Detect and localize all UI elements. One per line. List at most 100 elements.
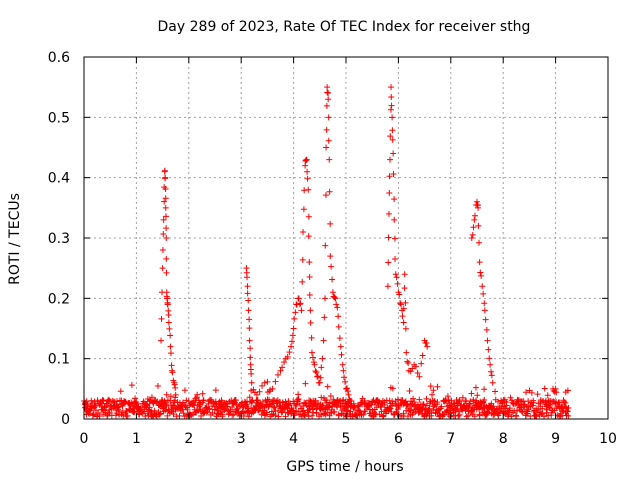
- data-point: [119, 402, 126, 409]
- data-point: [99, 396, 106, 403]
- data-point: [333, 301, 340, 308]
- data-point: [304, 168, 311, 175]
- data-point: [163, 269, 170, 276]
- data-point: [403, 349, 410, 356]
- data-point: [248, 398, 255, 405]
- data-point: [428, 412, 435, 419]
- data-point: [309, 412, 316, 419]
- data-point: [278, 409, 285, 416]
- data-point: [471, 413, 478, 420]
- data-point: [245, 413, 252, 420]
- data-point: [384, 283, 391, 290]
- data-point: [165, 311, 172, 318]
- axis-ticks: [83, 56, 609, 420]
- data-point: [203, 409, 210, 416]
- data-point: [564, 387, 571, 394]
- data-point: [107, 403, 114, 410]
- data-point: [267, 386, 274, 393]
- data-point: [212, 387, 219, 394]
- data-point: [307, 400, 314, 407]
- data-point: [181, 387, 188, 394]
- data-point: [328, 263, 335, 270]
- data-point: [562, 399, 569, 406]
- data-point: [335, 313, 342, 320]
- data-point: [543, 403, 550, 410]
- data-point: [525, 406, 532, 413]
- data-point: [389, 136, 396, 143]
- grid: [84, 57, 608, 419]
- data-point: [293, 401, 300, 408]
- data-point: [317, 374, 324, 381]
- data-point: [117, 388, 124, 395]
- y-axis-label: ROTI / TECUs: [7, 193, 23, 285]
- data-point: [312, 368, 319, 375]
- data-point: [438, 403, 445, 410]
- data-point: [529, 402, 536, 409]
- data-point: [469, 231, 476, 238]
- data-point: [161, 198, 168, 205]
- data-point: [383, 410, 390, 417]
- data-point: [455, 412, 462, 419]
- data-point: [306, 292, 313, 299]
- data-point: [400, 319, 407, 326]
- y-tick-labels: 0 0.1 0.2 0.3 0.4 0.5 0.6: [48, 50, 70, 428]
- data-point: [166, 325, 173, 332]
- data-point: [154, 398, 161, 405]
- data-point: [388, 408, 395, 415]
- data-point: [162, 195, 169, 202]
- data-point: [519, 409, 526, 416]
- data-point: [506, 405, 513, 412]
- data-point: [327, 220, 334, 227]
- data-point: [248, 379, 255, 386]
- data-point: [518, 408, 525, 415]
- data-point: [487, 361, 494, 368]
- data-point: [314, 373, 321, 380]
- data-point: [246, 316, 253, 323]
- data-point: [246, 337, 253, 344]
- data-point: [245, 297, 252, 304]
- data-point: [562, 404, 569, 411]
- data-point: [468, 235, 475, 241]
- data-point: [416, 396, 423, 403]
- data-point: [170, 402, 177, 409]
- data-point: [271, 404, 278, 411]
- data-point: [498, 404, 505, 411]
- data-point: [479, 283, 486, 290]
- data-point: [200, 397, 207, 404]
- data-point: [409, 365, 416, 372]
- data-point: [565, 412, 572, 419]
- data-point: [274, 371, 281, 378]
- data-point: [423, 339, 430, 346]
- data-point: [488, 372, 495, 379]
- data-point: [342, 378, 349, 385]
- data-point: [530, 399, 537, 406]
- data-point: [393, 408, 400, 415]
- data-point: [410, 409, 417, 416]
- data-point: [277, 367, 284, 374]
- data-point: [430, 407, 437, 414]
- data-point: [162, 407, 169, 414]
- data-point: [404, 358, 411, 365]
- data-point: [533, 413, 540, 420]
- x-tick-label: 9: [551, 431, 560, 447]
- data-point: [474, 392, 481, 399]
- data-point: [219, 413, 226, 420]
- data-point: [565, 405, 572, 412]
- data-point: [163, 402, 170, 409]
- data-point: [96, 413, 103, 420]
- data-point: [95, 409, 102, 416]
- data-point: [313, 369, 320, 376]
- data-point: [404, 413, 411, 420]
- data-point: [484, 337, 491, 344]
- data-point: [264, 378, 271, 385]
- y-tick-label: 0.6: [48, 50, 70, 66]
- data-point: [182, 403, 189, 410]
- data-point: [400, 305, 407, 312]
- data-point: [429, 391, 436, 398]
- data-point: [212, 403, 219, 410]
- data-point: [325, 137, 332, 144]
- data-point: [282, 413, 289, 420]
- data-point: [264, 409, 271, 416]
- data-point: [377, 403, 384, 410]
